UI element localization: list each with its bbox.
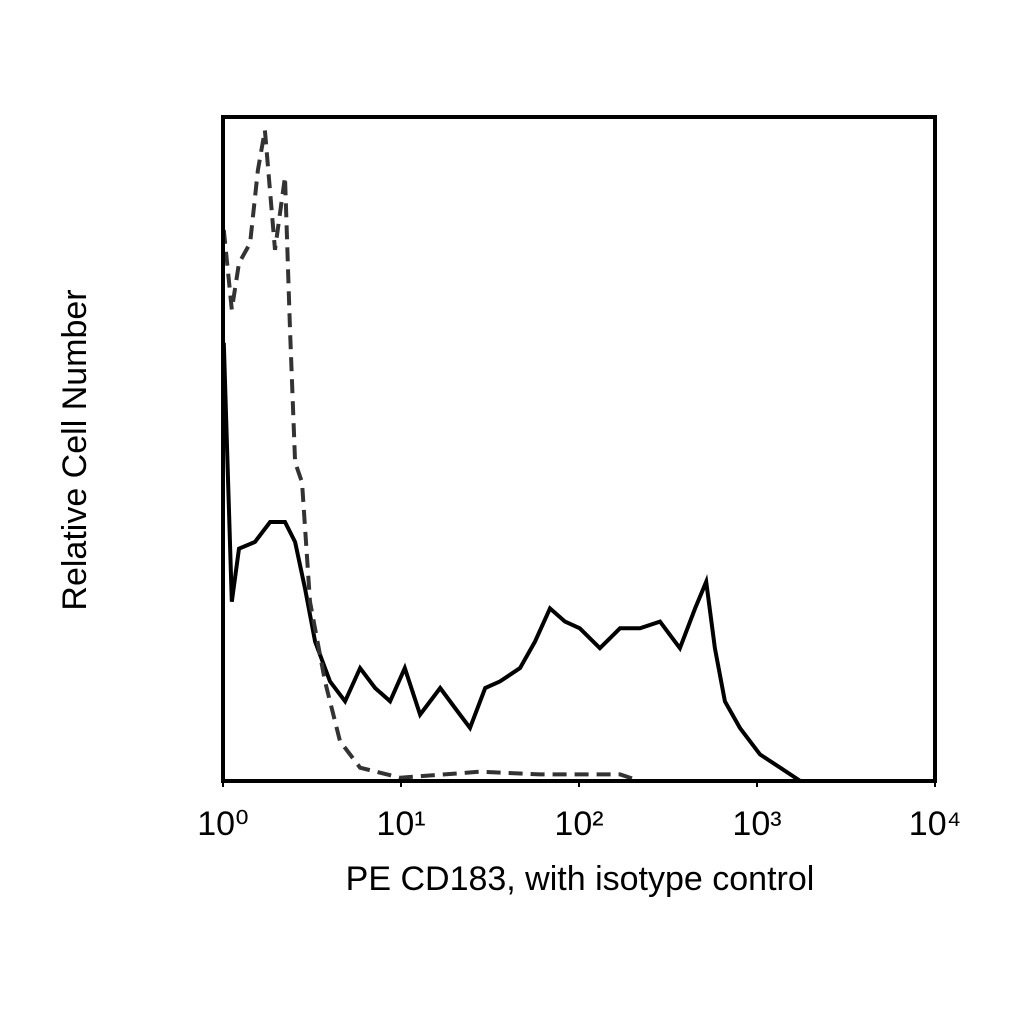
x-tick-label: 10⁴	[909, 805, 961, 843]
plot-frame	[221, 115, 937, 783]
x-tick-label: 10¹	[376, 805, 425, 843]
x-tick-label: 10²	[554, 805, 603, 843]
histogram-line	[221, 342, 802, 783]
y-axis-label: Relative Cell Number	[56, 289, 94, 610]
x-tick-label: 10³	[732, 805, 781, 843]
x-axis-label: PE CD183, with isotype control	[346, 860, 815, 898]
histogram-line	[221, 129, 641, 783]
x-tick-label: 10⁰	[197, 805, 248, 843]
